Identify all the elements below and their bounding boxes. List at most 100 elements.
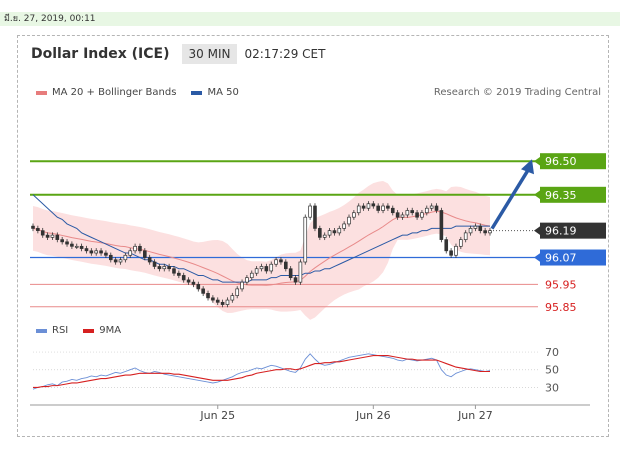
candle — [410, 207, 415, 216]
level-box-pointer — [534, 225, 541, 236]
candle-body — [473, 225, 478, 229]
candle-body — [454, 245, 458, 256]
candle — [444, 236, 449, 254]
candle — [420, 210, 424, 220]
candle — [424, 205, 429, 216]
candle-body — [318, 228, 322, 238]
timeframe-badge[interactable]: 30 MIN — [181, 44, 238, 64]
candle — [186, 277, 191, 285]
candle — [269, 261, 274, 274]
candle-body — [167, 266, 171, 270]
candle — [36, 225, 40, 234]
candle — [31, 223, 35, 232]
candle-body — [196, 284, 201, 290]
candle — [60, 236, 64, 245]
candle — [230, 292, 235, 303]
candle-body — [381, 205, 385, 211]
candle-body — [186, 279, 191, 283]
rsi-legend: RSI 9MA — [36, 325, 136, 336]
candle-body — [143, 250, 147, 258]
candle — [65, 239, 69, 247]
candle-body — [225, 299, 230, 305]
candle-body — [429, 205, 434, 209]
level-box-96-50 — [540, 153, 606, 170]
candle — [157, 263, 162, 272]
candle-body — [352, 212, 356, 218]
candle — [172, 266, 176, 276]
level-box-96-07 — [540, 249, 606, 266]
candle-body — [405, 210, 410, 216]
candle — [342, 221, 346, 232]
forecast-arrow-shaft — [490, 169, 530, 230]
candle-body — [434, 205, 439, 211]
legend-label-rsi: RSI — [52, 325, 69, 336]
candle-body — [444, 239, 449, 252]
candle — [94, 248, 99, 256]
candle-body — [288, 268, 293, 279]
candle-body — [366, 203, 371, 209]
candle — [79, 243, 84, 252]
chart-header: Dollar Index (ICE) 30 MIN 02:17:29 CET — [26, 43, 325, 65]
legend-item-ma50: MA 50 — [191, 87, 239, 98]
candle-body — [415, 212, 419, 218]
candle — [332, 227, 337, 236]
candle — [50, 232, 55, 241]
level-label-96-35: 96.35 — [545, 189, 577, 202]
x-tick-label: Jun 25 — [199, 409, 235, 422]
candle-body — [157, 266, 162, 270]
candle — [74, 243, 79, 250]
candle — [259, 263, 264, 272]
candle-body — [303, 216, 308, 263]
ma20-line — [32, 210, 491, 286]
candle-body — [259, 266, 264, 270]
candle — [415, 210, 419, 220]
candle — [303, 214, 308, 265]
candle — [473, 223, 478, 232]
candle — [162, 263, 167, 272]
candle — [181, 272, 186, 283]
level-box-96-35 — [540, 186, 606, 203]
candle-body — [245, 277, 249, 283]
level-label-95-95: 95.95 — [545, 278, 577, 291]
candle-body — [220, 301, 225, 305]
candle — [279, 257, 283, 265]
candle — [220, 299, 225, 308]
level-box-96-19 — [540, 222, 606, 239]
ma50-line — [32, 194, 490, 283]
candle-body — [201, 288, 205, 294]
candle — [366, 201, 371, 211]
candle-body — [235, 288, 239, 296]
candle-body — [439, 210, 444, 240]
date-stamp: มี.ย. 27, 2019, 00:11 — [0, 12, 620, 26]
legend-item-9ma: 9MA — [83, 325, 121, 336]
candle-body — [371, 203, 376, 207]
rsi-tick-label: 70 — [545, 346, 559, 359]
candle-body — [254, 268, 259, 274]
candle-body — [308, 205, 312, 218]
level-label-95-85: 95.85 — [545, 301, 577, 314]
candle — [84, 245, 89, 254]
candle-body — [400, 214, 405, 218]
candle — [376, 203, 380, 214]
candle-body — [191, 281, 196, 285]
level-box-pointer — [534, 189, 541, 200]
candle-body — [211, 297, 215, 301]
candle — [488, 227, 492, 236]
candle — [196, 281, 201, 292]
candle-body — [79, 245, 84, 249]
candle-body — [240, 281, 244, 290]
candle — [167, 263, 171, 272]
level-box-pointer — [534, 156, 541, 167]
candle — [405, 207, 410, 218]
candle — [99, 248, 103, 256]
candle-body — [293, 277, 298, 283]
rsi-series-9ma — [33, 355, 490, 388]
candle — [138, 243, 142, 254]
candle — [113, 257, 118, 265]
candle — [133, 243, 137, 254]
instrument-title: Dollar Index (ICE) — [31, 46, 170, 62]
candle — [478, 223, 483, 234]
candle-body — [147, 257, 152, 263]
candle — [235, 286, 239, 299]
